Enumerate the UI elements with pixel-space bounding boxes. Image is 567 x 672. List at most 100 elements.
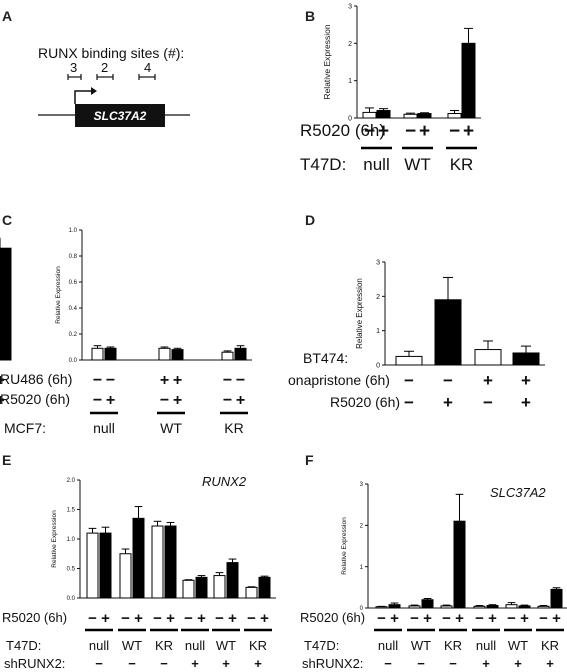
factor-mark: +	[197, 610, 206, 627]
factor-mark: +	[552, 610, 561, 627]
site-marker-2	[96, 74, 114, 80]
bar	[234, 347, 247, 361]
bar	[151, 525, 164, 599]
factor-mark: −	[184, 610, 193, 627]
factor-mark: +	[521, 393, 531, 412]
factor-mark: +	[0, 392, 5, 409]
group-label: null	[89, 638, 109, 653]
panel-letter-e: E	[2, 452, 11, 468]
shrunx2-mark: −	[449, 656, 457, 671]
factor-mark: −	[377, 610, 386, 627]
factor-mark: +	[443, 393, 453, 412]
bar	[182, 579, 195, 599]
bar	[91, 347, 104, 361]
factor-mark: −	[475, 610, 484, 627]
shrunx2-mark: +	[546, 656, 554, 671]
factor-mark: −	[88, 610, 97, 627]
factor-mark: +	[488, 610, 497, 627]
factor-mark: +	[166, 610, 175, 627]
factor-row-label: R5020 (6h)	[0, 391, 70, 407]
y-tick-label: 1.0	[69, 228, 78, 234]
factor-mark: −	[0, 392, 5, 409]
factor-mark: −	[0, 392, 5, 409]
site-count-3: 4	[144, 60, 151, 75]
group-label: WT	[216, 638, 236, 653]
bar	[99, 532, 112, 599]
site-marker-3	[138, 74, 156, 80]
y-tick-label: 0.6	[69, 280, 78, 286]
factor-mark: −	[247, 610, 256, 627]
shrunx2-mark: +	[514, 656, 522, 671]
y-tick-label: 0	[376, 362, 380, 369]
factor-mark: +	[0, 392, 5, 409]
factor-mark: −	[364, 121, 375, 142]
cell-line-label: BT474:	[303, 350, 348, 366]
factor-mark: −	[106, 372, 115, 389]
y-tick-label: 2	[348, 41, 352, 48]
factor-mark: +	[378, 121, 389, 142]
factor-mark: +	[173, 392, 182, 409]
bar	[408, 605, 421, 609]
bar	[158, 347, 171, 361]
gene-name: SLC37A2	[94, 109, 147, 123]
factor-mark: +	[423, 610, 432, 627]
cell-line-label: T47D:	[6, 638, 41, 653]
bar	[258, 576, 271, 599]
slc37a2-gene-label: SLC37A2	[490, 485, 546, 500]
group-label: KR	[450, 155, 474, 174]
bar	[434, 299, 462, 366]
bar	[86, 532, 99, 599]
factor-mark: +	[0, 372, 5, 389]
bar	[474, 349, 502, 366]
bar	[518, 605, 531, 609]
factor-row-label: R5020 (6h)	[300, 121, 385, 140]
factor-row-label: R5020 (6h)	[2, 610, 67, 625]
group-label: WT	[160, 420, 182, 436]
bar	[213, 575, 226, 599]
shrunx2-mark: +	[191, 656, 199, 671]
cell-line-label: T47D:	[304, 638, 339, 653]
bar	[486, 605, 499, 609]
factor-mark: +	[520, 610, 529, 627]
factor-mark: +	[0, 372, 5, 389]
y-tick-label: 2.0	[67, 478, 76, 484]
y-axis-label: Relative Expression	[355, 278, 364, 349]
bar	[512, 352, 540, 366]
y-tick-label: 3	[360, 482, 364, 488]
bar	[447, 113, 462, 119]
factor-mark: +	[173, 372, 182, 389]
panel-letter-c: C	[2, 212, 12, 228]
group-label: WT	[404, 155, 430, 174]
bar	[132, 517, 145, 599]
shrunx2-mark: −	[95, 656, 103, 671]
bar	[461, 42, 476, 119]
factor-mark: −	[0, 372, 5, 389]
factor-mark: +	[236, 392, 245, 409]
bar	[104, 347, 117, 361]
shrunx2-mark: +	[482, 656, 490, 671]
factor-mark: +	[419, 121, 430, 142]
y-tick-label: 1.5	[67, 508, 76, 514]
y-tick-label: 0.2	[69, 332, 78, 338]
factor-row-label: R5020 (6h)	[330, 394, 400, 410]
y-axis-label: Relative Expression	[341, 517, 348, 575]
cell-line-label: MCF7:	[4, 420, 46, 436]
factor-row-label: onapristone (6h)	[288, 372, 390, 388]
factor-mark: −	[215, 610, 224, 627]
factor-mark: +	[463, 121, 474, 142]
factor-mark: +	[483, 371, 493, 390]
group-label: null	[363, 155, 389, 174]
group-label: null	[93, 420, 115, 436]
group-label: null	[476, 638, 496, 653]
factor-mark: +	[260, 610, 269, 627]
bar	[245, 586, 258, 599]
y-tick-label: 1	[348, 78, 352, 85]
factor-mark: +	[390, 610, 399, 627]
group-label: KR	[249, 638, 267, 653]
factor-mark: −	[236, 372, 245, 389]
factor-mark: +	[455, 610, 464, 627]
group-label: null	[185, 638, 205, 653]
y-tick-label: 0.0	[67, 596, 76, 602]
